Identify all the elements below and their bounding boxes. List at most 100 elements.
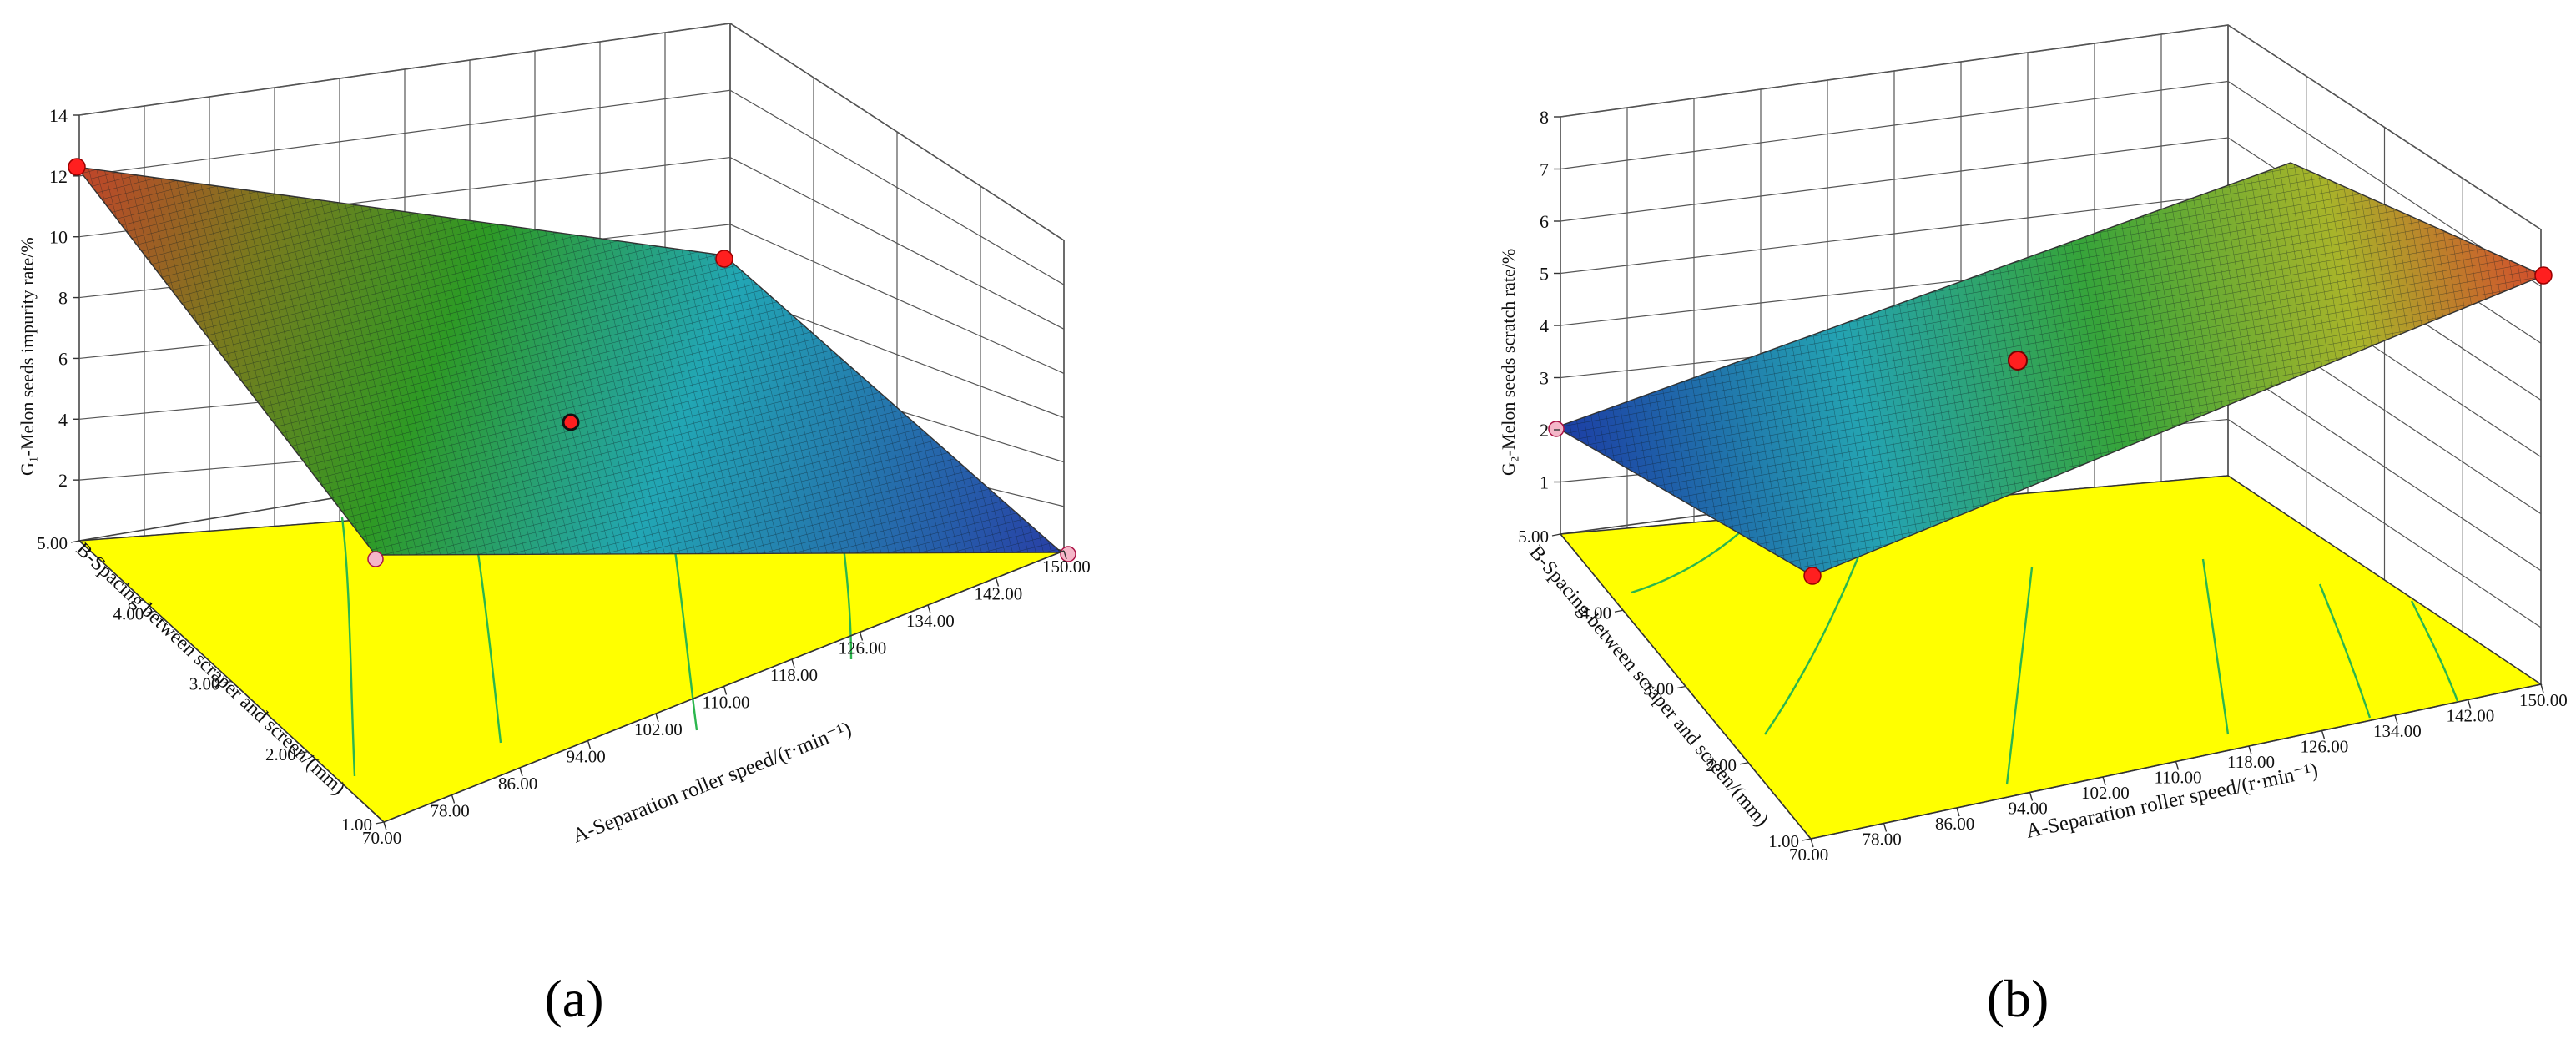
y-tick-label: 5.00 xyxy=(37,533,68,553)
y-tick-label: 4.00 xyxy=(113,603,144,623)
x-tick xyxy=(519,767,523,777)
x-tick xyxy=(451,794,456,804)
y-tick-label: 3.00 xyxy=(189,674,220,694)
y-tick xyxy=(70,540,80,543)
panel-a-design-points xyxy=(68,158,1076,567)
y-tick xyxy=(1802,838,1812,841)
y-tick-label: 3.00 xyxy=(1643,679,1674,699)
design-point xyxy=(715,250,733,268)
grid-line xyxy=(1560,24,2542,230)
y-tick xyxy=(223,680,232,684)
z-tick-label: 7 xyxy=(1540,159,1549,180)
x-tick-label: 94.00 xyxy=(567,747,606,767)
grid-line xyxy=(1560,80,2542,287)
y-tick-label: 1.00 xyxy=(1768,831,1799,851)
z-tick-label: 6 xyxy=(58,348,68,369)
panel-a-x-label: A-Separation roller speed/(r·min⁻¹) xyxy=(569,718,854,848)
x-tick xyxy=(791,658,795,668)
panel-label-a: (a) xyxy=(544,969,603,1028)
y-tick-label: 5.00 xyxy=(1518,527,1549,547)
y-tick-label: 1.00 xyxy=(341,815,372,835)
x-tick xyxy=(1883,823,1888,832)
x-tick-label: 134.00 xyxy=(2373,721,2422,741)
y-tick-label: 2.00 xyxy=(265,744,296,764)
x-tick-label: 78.00 xyxy=(431,801,470,821)
design-point xyxy=(562,413,580,431)
x-tick xyxy=(2394,714,2398,724)
x-tick-label: 110.00 xyxy=(703,693,750,713)
panel-b-z-label: G₂-Melon seeds scratch rate/% xyxy=(1498,249,1519,476)
x-tick-label: 118.00 xyxy=(770,665,818,685)
design-point xyxy=(2534,266,2553,285)
panel-b-ticks: 1 2 3 4 5 6 7 8 70.00 78.00 86.00 94.00 102.00 110.00… xyxy=(1518,107,2568,865)
panel-b-contours xyxy=(1631,512,2459,785)
z-tick-label: 8 xyxy=(58,288,68,309)
z-tick-label: 12 xyxy=(49,166,68,187)
y-tick xyxy=(1676,685,1686,689)
x-tick xyxy=(383,821,387,831)
x-tick xyxy=(655,713,659,723)
x-tick xyxy=(587,740,592,749)
y-tick xyxy=(1739,762,1749,765)
z-tick-label: 8 xyxy=(1540,107,1549,128)
x-tick xyxy=(2029,792,2034,801)
x-tick-label: 86.00 xyxy=(498,774,537,794)
x-tick xyxy=(995,577,1000,587)
z-tick-label: 10 xyxy=(49,227,68,248)
z-tick-label: 2 xyxy=(58,470,68,491)
x-tick xyxy=(1810,838,1814,848)
y-tick xyxy=(147,610,156,613)
x-tick xyxy=(2321,730,2326,739)
x-tick-label: 70.00 xyxy=(1789,845,1828,865)
x-tick xyxy=(2175,761,2180,770)
panel-a: 2 4 6 8 10 12 14 70.00 78.00 86.00 94.00 102.00 110.… xyxy=(17,23,1091,1028)
x-tick-label: 134.00 xyxy=(906,611,955,631)
x-tick-label: 94.00 xyxy=(2009,799,2048,819)
panel-b-surface-mesh xyxy=(1556,163,2543,576)
design-point xyxy=(1060,546,1076,562)
z-tick-label: 14 xyxy=(49,105,68,126)
x-tick-label: 150.00 xyxy=(2519,690,2568,710)
y-tick-label: 2.00 xyxy=(1706,755,1737,775)
x-tick xyxy=(723,686,728,695)
z-tick-label: 4 xyxy=(1540,315,1549,336)
y-tick xyxy=(375,821,385,825)
design-point xyxy=(68,158,86,176)
panel-label-b: (b) xyxy=(1987,969,2049,1028)
x-tick xyxy=(927,604,931,614)
y-tick xyxy=(1614,609,1624,613)
x-tick-label: 102.00 xyxy=(2081,783,2130,803)
x-tick-label: 142.00 xyxy=(2447,706,2495,726)
grid-line xyxy=(78,89,1065,285)
x-tick-label: 78.00 xyxy=(1863,830,1902,850)
x-tick-label: 102.00 xyxy=(634,719,683,739)
x-tick xyxy=(859,632,864,641)
design-point xyxy=(367,551,384,567)
design-point xyxy=(2008,351,2028,371)
x-tick-label: 142.00 xyxy=(975,584,1023,604)
x-tick-label: 110.00 xyxy=(2155,768,2202,788)
z-tick-label: 6 xyxy=(1540,211,1549,232)
panel-a-ticks: 2 4 6 8 10 12 14 70.00 78.00 86.00 94.00 102.00 110.… xyxy=(37,105,1091,848)
panel-a-z-label: G₁-Melon seeds impurity rate/% xyxy=(17,237,38,476)
x-tick-label: 70.00 xyxy=(362,828,401,848)
x-tick-label: 126.00 xyxy=(839,638,887,658)
z-tick-label: 4 xyxy=(58,409,68,430)
y-tick xyxy=(1551,533,1561,537)
panel-b-design-points xyxy=(1548,266,2553,585)
design-point xyxy=(1803,567,1822,585)
x-tick-label: 150.00 xyxy=(1042,557,1091,577)
z-tick-label: 1 xyxy=(1540,472,1549,493)
panel-a-surface-mesh xyxy=(77,167,1061,555)
grid-line xyxy=(78,23,1065,241)
x-tick xyxy=(1956,807,1960,817)
y-tick-label: 4.00 xyxy=(1580,603,1611,623)
x-tick xyxy=(1063,550,1067,560)
z-tick-label: 5 xyxy=(1540,264,1549,285)
x-tick xyxy=(2540,683,2544,693)
panel-b: 1 2 3 4 5 6 7 8 70.00 78.00 86.00 94.00 102.00 110.00… xyxy=(1498,24,2568,1028)
x-tick-label: 86.00 xyxy=(1935,814,1974,834)
x-tick xyxy=(2467,699,2472,709)
x-tick xyxy=(2248,745,2252,755)
design-point xyxy=(1548,421,1565,437)
